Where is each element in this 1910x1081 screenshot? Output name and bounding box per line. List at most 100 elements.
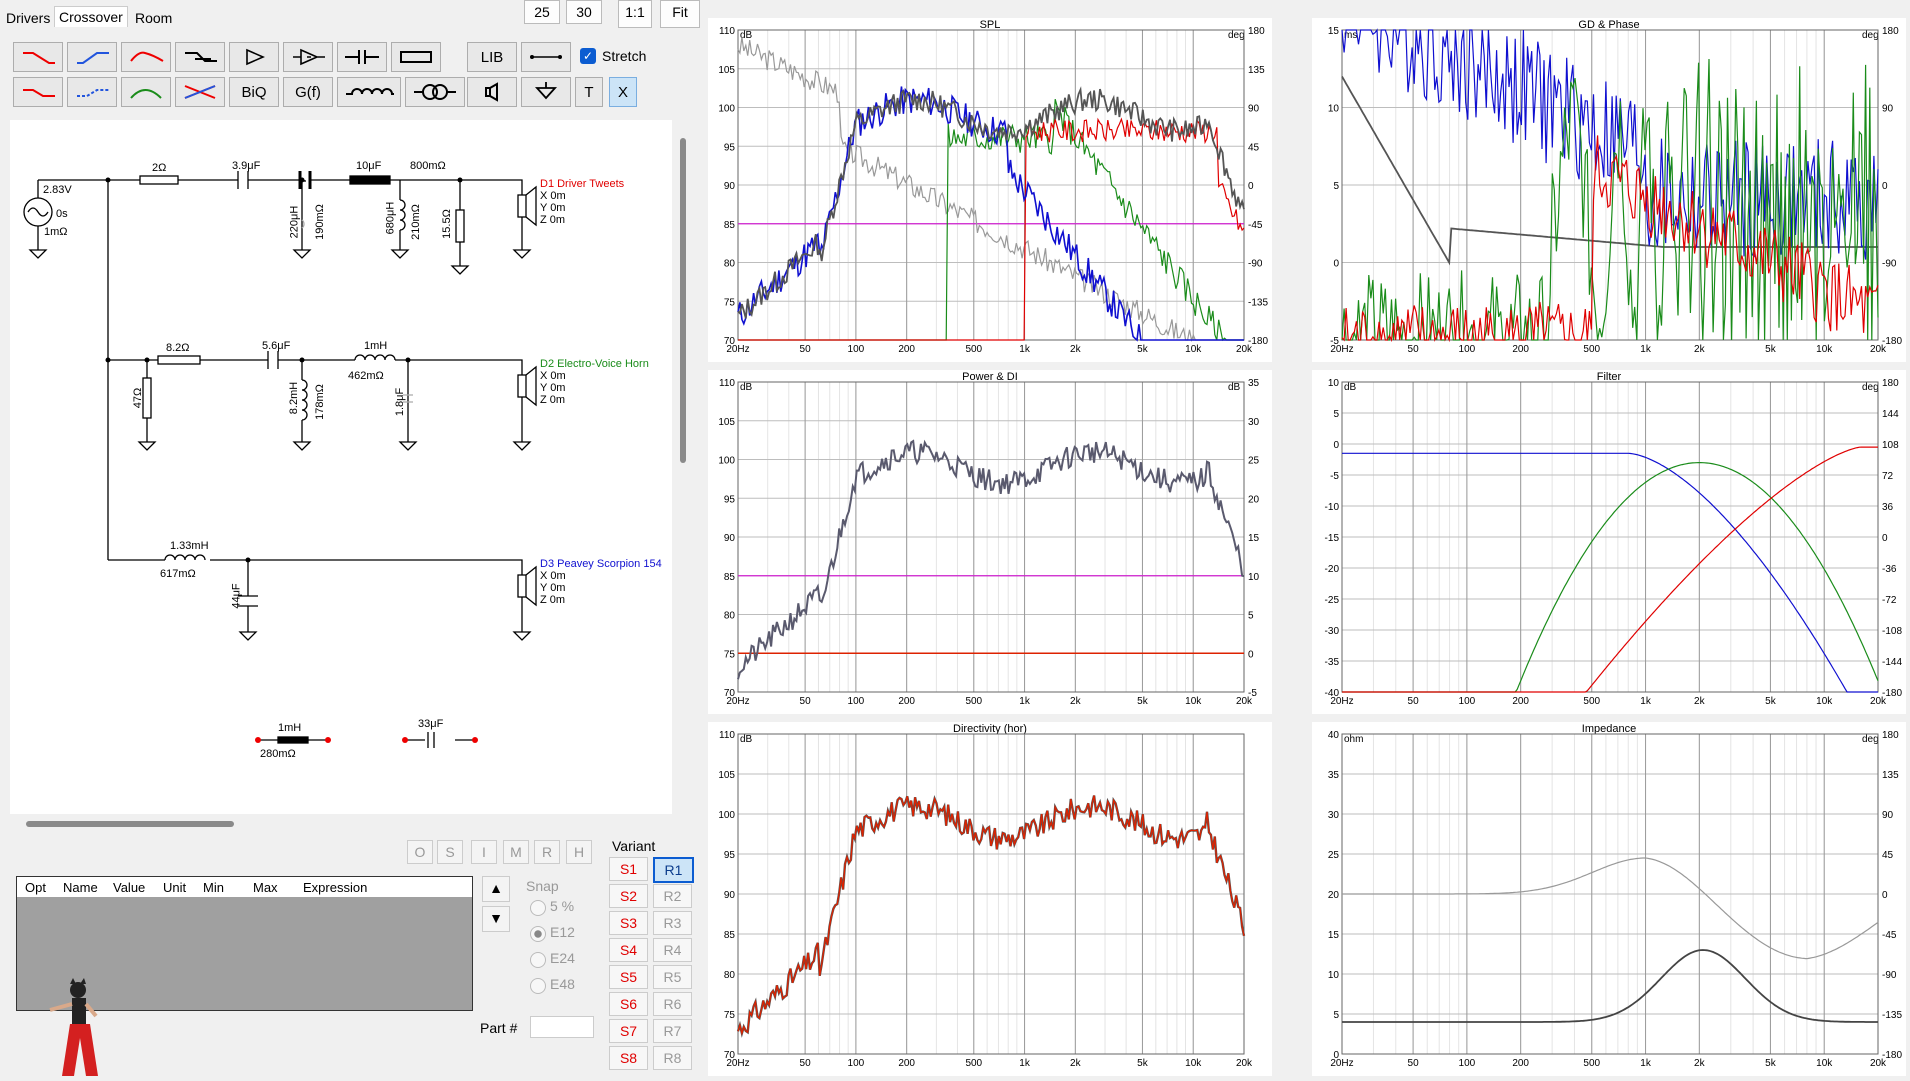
y-tick-left: 5: [1333, 1010, 1339, 1021]
snap-e48-radio[interactable]: [530, 978, 546, 994]
bandpass-green-button[interactable]: [121, 77, 171, 107]
buffer-button[interactable]: [283, 42, 333, 72]
y-tick-right: 90: [1882, 810, 1894, 821]
variant-r8[interactable]: R8: [653, 1046, 692, 1070]
schematic-vscrollbar[interactable]: [680, 138, 686, 463]
text-button[interactable]: T: [575, 77, 603, 107]
source-delay-label: 0s: [56, 208, 68, 220]
snap-e24-label: E24: [550, 950, 575, 966]
graph-title: GD & Phase: [1578, 19, 1639, 31]
stretch-label: Stretch: [602, 48, 647, 64]
move-up-button[interactable]: ▲: [482, 876, 510, 902]
variant-r4[interactable]: R4: [653, 938, 692, 962]
tab-drivers[interactable]: Drivers: [6, 10, 51, 26]
x-tick: 200: [898, 696, 915, 707]
x-tick: 1k: [1019, 1058, 1031, 1069]
directivity-graph[interactable]: Directivity (hor) dB 110 105 100 95 90 85 80 75 70…: [708, 722, 1272, 1076]
x-tick: 10k: [1185, 344, 1202, 355]
variant-r2[interactable]: R2: [653, 884, 692, 908]
ground-button[interactable]: [521, 77, 571, 107]
graph-title: Filter: [1597, 371, 1622, 383]
amplifier-button[interactable]: [229, 42, 279, 72]
driver2-x: X 0m: [540, 370, 566, 382]
y-tick-left: 70: [724, 688, 736, 699]
opt-m-button[interactable]: M: [503, 840, 529, 864]
variant-s2[interactable]: S2: [609, 884, 648, 908]
variant-s8[interactable]: S8: [609, 1046, 648, 1070]
opt-r-button[interactable]: R: [534, 840, 560, 864]
driver1-z: Z 0m: [540, 214, 566, 226]
gf-button[interactable]: G(f): [283, 77, 333, 107]
library-button[interactable]: LIB: [467, 42, 517, 72]
x-tick: 500: [965, 1058, 982, 1069]
snap-5pct-radio[interactable]: [530, 900, 546, 916]
variant-r5[interactable]: R5: [653, 965, 692, 989]
power-di-graph[interactable]: Power & DI dB dB 110 105 100 95 90 85 80 75 70 35 30 2…: [708, 370, 1272, 714]
variant-r1[interactable]: R1: [653, 857, 694, 883]
snap-group: Snap 5 % E12 E24 E48: [522, 878, 592, 1010]
opt-o-button[interactable]: O: [407, 840, 433, 864]
variant-s1[interactable]: S1: [609, 857, 648, 881]
optimizer-table-header: Opt Name Value Unit Min Max Expression: [17, 877, 472, 897]
wire-button[interactable]: [521, 42, 571, 72]
crossover-lines-button[interactable]: [175, 77, 225, 107]
optimizer-table[interactable]: Opt Name Value Unit Min Max Expression: [16, 876, 473, 1011]
l4-r-label: 617mΩ: [160, 568, 196, 580]
biquad-button[interactable]: BiQ: [229, 77, 279, 107]
zoom-fit-button[interactable]: Fit: [660, 0, 700, 28]
y-tick-left: 105: [718, 417, 735, 428]
shelf-button[interactable]: [175, 42, 225, 72]
delete-button[interactable]: X: [609, 77, 637, 107]
variant-s5[interactable]: S5: [609, 965, 648, 989]
schematic-hscrollbar[interactable]: [26, 821, 234, 827]
speaker-button[interactable]: [467, 77, 517, 107]
transformer-button[interactable]: [405, 77, 465, 107]
gd-phase-graph[interactable]: GD & Phase ms deg 15 10 5 0 -5 180 90 0 -90 -180 20Hz…: [1312, 18, 1906, 362]
lowpass-blue-button[interactable]: [67, 42, 117, 72]
x-tick: 50: [1408, 696, 1420, 707]
variant-r3[interactable]: R3: [653, 911, 692, 935]
schematic-canvas[interactable]: 2.83V 0s 1mΩ 2Ω 3.9μF 10μF 800mΩ 220μH 1…: [10, 120, 672, 814]
y-tick-left: 85: [724, 572, 736, 583]
y-tick-left: 110: [719, 730, 735, 741]
resistor-button[interactable]: [391, 42, 441, 72]
x-tick: 50: [1408, 1058, 1420, 1069]
x-tick: 2k: [1070, 344, 1082, 355]
lowpass-dashed-button[interactable]: [67, 77, 117, 107]
y-tick-left: -35: [1325, 657, 1340, 668]
filter-driver2-curve: [1342, 462, 1879, 693]
move-down-button[interactable]: ▼: [482, 906, 510, 932]
highpass-alt-button[interactable]: [13, 77, 63, 107]
highpass-red-button[interactable]: [13, 42, 63, 72]
part-number-input[interactable]: [530, 1016, 594, 1038]
spl-graph[interactable]: SPL dB deg 110 105 100 95 90 85 80 75 70 180 135 90 45 0…: [708, 18, 1272, 362]
y-tick-left: 35: [1328, 770, 1340, 781]
variant-s3[interactable]: S3: [609, 911, 648, 935]
x-tick: 20k: [1236, 344, 1253, 355]
zoom-25-button[interactable]: 25: [524, 0, 560, 24]
tab-room[interactable]: Room: [135, 10, 173, 26]
zoom-1to1-button[interactable]: 1:1: [618, 0, 652, 28]
variant-s6[interactable]: S6: [609, 992, 648, 1016]
graph-title: SPL: [980, 19, 1001, 31]
opt-h-button[interactable]: H: [566, 840, 592, 864]
variant-r6[interactable]: R6: [653, 992, 692, 1016]
inductor-button[interactable]: [337, 77, 401, 107]
tab-crossover[interactable]: Crossover: [54, 6, 128, 27]
filter-graph[interactable]: Filter dB deg 10 5 0 -5 -10 -15 -20 -25 -30 -35 -40 18…: [1312, 370, 1906, 714]
stretch-checkbox[interactable]: ✓: [580, 48, 596, 64]
snap-e24-radio[interactable]: [530, 952, 546, 968]
variant-s7[interactable]: S7: [609, 1019, 648, 1043]
opt-s-button[interactable]: S: [437, 840, 463, 864]
impedance-graph[interactable]: Impedance ohm deg 40 35 30 25 20 15 10 5 0 180 135 90 4…: [1312, 722, 1906, 1076]
zoom-30-button[interactable]: 30: [566, 0, 602, 24]
variant-r7[interactable]: R7: [653, 1019, 692, 1043]
capacitor-button[interactable]: [337, 42, 387, 72]
gd-driver1-curve: [1341, 135, 1879, 343]
variant-s4[interactable]: S4: [609, 938, 648, 962]
bandstop-red-button[interactable]: [121, 42, 171, 72]
opt-i-button[interactable]: I: [471, 840, 497, 864]
snap-e12-radio[interactable]: [530, 926, 546, 942]
r1-label: 2Ω: [152, 162, 167, 174]
r2-label: 800mΩ: [410, 160, 446, 172]
